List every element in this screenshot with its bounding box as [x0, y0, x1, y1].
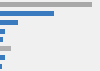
Bar: [0, 46, 11, 51]
Bar: [0, 29, 5, 34]
Bar: [0, 11, 54, 16]
Bar: [0, 20, 18, 25]
Bar: [0, 2, 92, 7]
Bar: [0, 55, 5, 60]
Bar: [0, 37, 3, 42]
Bar: [0, 64, 2, 69]
